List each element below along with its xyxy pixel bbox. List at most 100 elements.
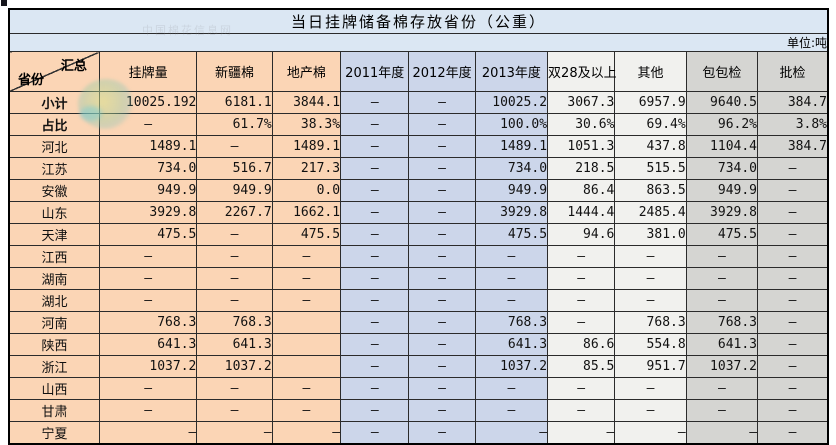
data-cell: — — [408, 399, 476, 422]
data-cell: — — [757, 289, 829, 312]
table-row: 天津 475.5—475.5— —475.5 94.6 381.0 475.5— — [8, 223, 829, 246]
data-cell: 641.3 — [98, 333, 198, 356]
data-cell: 3844.1 — [271, 91, 342, 114]
table-row: 占比 —61.7% 38.3% — —100.0% 30.6% 69.4% 96.2% 3.8% — [8, 113, 829, 136]
data-cell: — — [685, 399, 759, 422]
data-cell: — — [547, 311, 616, 334]
corner-artifact — [1, 0, 7, 6]
data-cell: 734.0 — [474, 157, 549, 180]
column-header: 挂牌量 — [98, 51, 198, 92]
data-cell: — — [340, 91, 410, 114]
data-cell: — — [408, 289, 476, 312]
data-cell: — — [614, 421, 687, 445]
unit-label: 单位:吨 — [8, 33, 829, 52]
data-cell: — — [196, 267, 273, 290]
data-cell: — — [196, 377, 273, 400]
data-cell: — — [757, 201, 829, 224]
data-cell: 515.5 — [614, 157, 687, 180]
data-cell: 734.0 — [685, 157, 759, 180]
data-cell: 61.7% — [196, 113, 273, 136]
data-cell: 2267.7 — [196, 201, 273, 224]
data-cell: — — [757, 179, 829, 202]
data-cell: 1037.2 — [685, 355, 759, 378]
data-cell: 3929.8 — [685, 201, 759, 224]
data-cell: — — [340, 157, 410, 180]
data-cell: 768.3 — [474, 311, 549, 334]
data-cell: — — [614, 267, 687, 290]
corner-label-summary: 汇总 — [60, 59, 87, 74]
table-row: 宁夏 — — — — — — — — — — — [8, 421, 829, 445]
row-label: 甘肃 — [8, 399, 100, 422]
table-row: 陕西 641.3 641.3— —641.3 86.6 554.8 641.3— — [8, 333, 829, 356]
data-cell: — — [271, 289, 342, 312]
data-cell: 10025.192 — [98, 91, 198, 114]
data-cell: — — [340, 333, 410, 356]
data-cell: 218.5 — [547, 157, 616, 180]
data-cell: — — [98, 267, 198, 290]
data-cell: 3.8% — [757, 113, 829, 136]
table-row: 山西 — — — — — — — — — — — [8, 377, 829, 400]
data-cell: — — [685, 267, 759, 290]
data-cell: — — [196, 399, 273, 422]
data-cell: — — [408, 223, 476, 246]
data-cell: 381.0 — [614, 223, 687, 246]
data-cell: — — [474, 421, 549, 445]
corner-label-province: 省份 — [18, 73, 45, 88]
data-cell: — — [408, 377, 476, 400]
row-label: 宁夏 — [8, 421, 100, 445]
data-cell: — — [474, 245, 549, 268]
data-cell: 949.9 — [196, 179, 273, 202]
data-cell: 768.3 — [196, 311, 273, 334]
data-cell: — — [757, 267, 829, 290]
data-cell: — — [757, 245, 829, 268]
data-cell: — — [757, 157, 829, 180]
data-cell: — — [196, 289, 273, 312]
data-cell: — — [340, 355, 410, 378]
data-cell: — — [474, 289, 549, 312]
data-cell: — — [196, 223, 273, 246]
data-cell: — — [757, 311, 829, 334]
data-cell: — — [98, 113, 198, 136]
data-cell: 475.5 — [271, 223, 342, 246]
table-row: 湖北 — — — — — — — — — — — [8, 289, 829, 312]
data-cell: — — [271, 421, 342, 445]
data-cell: 1037.2 — [474, 355, 549, 378]
row-label: 湖南 — [8, 267, 100, 290]
column-header: 双28及以上 — [547, 51, 617, 92]
table-row: 小计 10025.192 6181.1 3844.1— —10025.2 3067.3 69… — [8, 91, 829, 114]
row-label: 天津 — [8, 223, 100, 246]
row-label: 陕西 — [8, 333, 100, 356]
row-label: 河北 — [8, 135, 100, 158]
data-cell: 949.9 — [474, 179, 549, 202]
data-cell: — — [408, 135, 476, 158]
data-cell: 734.0 — [98, 157, 198, 180]
data-cell: 554.8 — [614, 333, 687, 356]
data-cell: 516.7 — [196, 157, 273, 180]
data-cell: 1489.1 — [271, 135, 342, 158]
table-row: 河南 768.3 768.3— —768.3—768.3 768.3— — [8, 311, 829, 334]
table-row: 安徽 949.9 949.9 0.0— —949.9 86.4 863.5 949.9— — [8, 179, 829, 202]
data-cell: — — [408, 267, 476, 290]
data-cell: 217.3 — [271, 157, 342, 180]
data-cell: — — [757, 399, 829, 422]
data-cell: 949.9 — [98, 179, 198, 202]
data-cell: — — [98, 377, 198, 400]
corner-header-cell: 汇总 省份 — [8, 51, 100, 92]
data-cell: — — [474, 267, 549, 290]
data-cell: — — [408, 201, 476, 224]
row-label: 山东 — [8, 201, 100, 224]
data-cell: — — [98, 421, 198, 445]
data-cell: 768.3 — [685, 311, 759, 334]
data-cell: 384.7 — [757, 135, 829, 158]
data-cell: — — [614, 289, 687, 312]
data-cell: 6181.1 — [196, 91, 273, 114]
table-row: 湖南 — — — — — — — — — — — [8, 267, 829, 290]
data-cell: — — [340, 377, 410, 400]
row-label: 小计 — [8, 91, 100, 114]
data-cell: — — [474, 377, 549, 400]
data-cell: — — [685, 289, 759, 312]
data-cell: — — [271, 245, 342, 268]
cotton-storage-table: 当日挂牌储备棉存放省份（公重） 单位:吨 汇总 省份 挂牌量 新疆棉 地产棉 2011… — [8, 8, 829, 445]
data-cell — [271, 333, 342, 356]
data-cell: 38.3% — [271, 113, 342, 136]
